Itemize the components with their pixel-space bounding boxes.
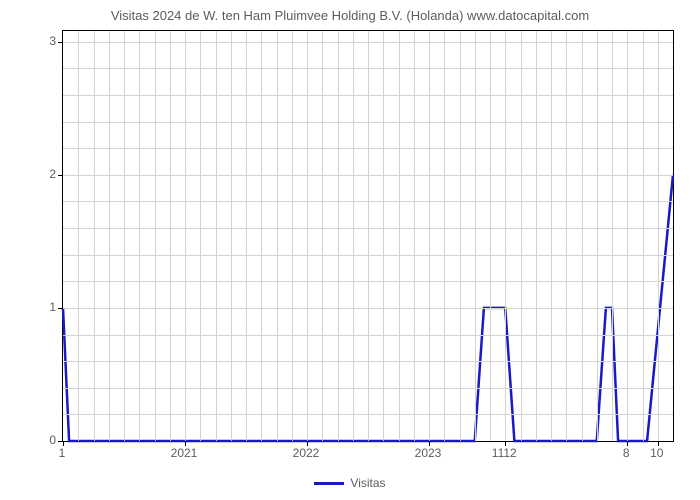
gridline-v bbox=[155, 31, 156, 441]
gridline-v bbox=[536, 31, 537, 441]
gridline-v bbox=[124, 31, 125, 441]
y-tick-label: 2 bbox=[49, 167, 56, 181]
x-tick-label: 2023 bbox=[415, 446, 442, 460]
chart-title: Visitas 2024 de W. ten Ham Pluimvee Hold… bbox=[0, 8, 700, 23]
gridline-v bbox=[94, 31, 95, 441]
gridline-v bbox=[597, 31, 598, 441]
gridline-v bbox=[353, 31, 354, 441]
gridline-v bbox=[109, 31, 110, 441]
y-tick-mark bbox=[58, 175, 63, 176]
gridline-v bbox=[246, 31, 247, 441]
chart-container: Visitas 2024 de W. ten Ham Pluimvee Hold… bbox=[0, 0, 700, 500]
legend: Visitas bbox=[0, 476, 700, 490]
gridline-v bbox=[551, 31, 552, 441]
gridline-v bbox=[521, 31, 522, 441]
x-tick-label: 2021 bbox=[171, 446, 198, 460]
x-tick-label: 8 bbox=[623, 446, 630, 460]
gridline-v bbox=[505, 31, 506, 441]
gridline-v bbox=[490, 31, 491, 441]
gridline-v bbox=[322, 31, 323, 441]
x-tick-label: 10 bbox=[650, 446, 663, 460]
gridline-v bbox=[582, 31, 583, 441]
gridline-v bbox=[139, 31, 140, 441]
gridline-v bbox=[261, 31, 262, 441]
gridline-v bbox=[658, 31, 659, 441]
gridline-v bbox=[475, 31, 476, 441]
y-tick-mark bbox=[58, 42, 63, 43]
gridline-v bbox=[643, 31, 644, 441]
gridline-v bbox=[414, 31, 415, 441]
gridline-v bbox=[338, 31, 339, 441]
gridline-v bbox=[429, 31, 430, 441]
gridline-v bbox=[383, 31, 384, 441]
gridline-v bbox=[170, 31, 171, 441]
gridline-v bbox=[368, 31, 369, 441]
legend-label: Visitas bbox=[350, 476, 385, 490]
gridline-v bbox=[200, 31, 201, 441]
gridline-v bbox=[444, 31, 445, 441]
gridline-v bbox=[231, 31, 232, 441]
gridline-v bbox=[292, 31, 293, 441]
gridline-v bbox=[399, 31, 400, 441]
x-tick-label: 1112 bbox=[492, 446, 517, 460]
x-tick-label: 2022 bbox=[293, 446, 320, 460]
y-tick-label: 3 bbox=[49, 34, 56, 48]
gridline-v bbox=[277, 31, 278, 441]
gridline-v bbox=[460, 31, 461, 441]
gridline-v bbox=[78, 31, 79, 441]
gridline-v bbox=[612, 31, 613, 441]
gridline-v bbox=[307, 31, 308, 441]
gridline-v bbox=[627, 31, 628, 441]
legend-swatch bbox=[314, 482, 344, 485]
y-tick-label: 1 bbox=[49, 300, 56, 314]
x-tick-label: 1 bbox=[59, 446, 66, 460]
plot-area bbox=[62, 30, 674, 442]
y-tick-label: 0 bbox=[49, 433, 56, 447]
gridline-v bbox=[216, 31, 217, 441]
y-tick-mark bbox=[58, 308, 63, 309]
gridline-v bbox=[185, 31, 186, 441]
gridline-v bbox=[566, 31, 567, 441]
